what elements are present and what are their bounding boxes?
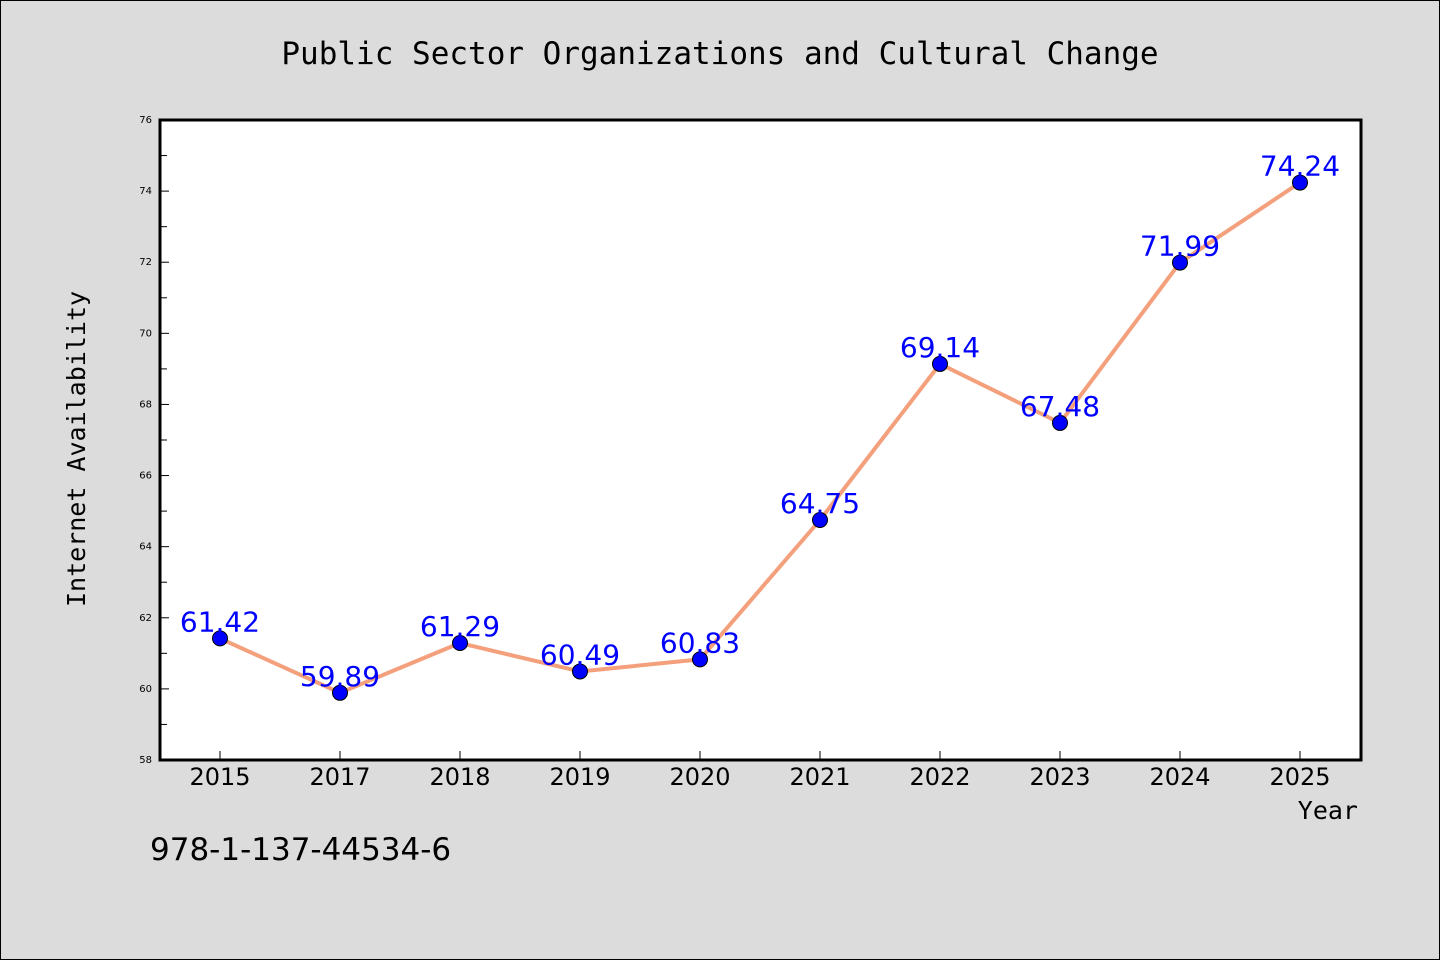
x-axis: 2015 2017 2018 2019 2020 2021 2022 2023 2024 2025 (189, 751, 1331, 791)
data-point (1172, 254, 1188, 271)
plot-area (158, 118, 1363, 762)
data-label: 64.75 (780, 487, 860, 520)
x-axis-label: Year (1298, 796, 1358, 825)
x-tick-label: 2017 (309, 763, 370, 791)
y-axis-label: Internet Availability (62, 291, 91, 607)
x-tick-label: 2022 (909, 763, 970, 791)
data-label: 74.24 (1260, 150, 1340, 183)
data-label: 60.83 (660, 626, 740, 659)
data-label: 60.49 (540, 638, 620, 671)
x-tick-label: 2015 (189, 763, 250, 791)
data-point (332, 684, 348, 701)
data-point (1052, 414, 1068, 431)
data-labels: 61.42 59.89 61.29 60.49 60.83 64.75 69.14 67.48… (180, 150, 1340, 693)
data-label: 67.48 (1020, 390, 1100, 423)
data-label: 61.29 (420, 610, 500, 643)
chart-title: Public Sector Organizations and Cultural… (281, 36, 1158, 72)
x-tick-label: 2019 (549, 763, 610, 791)
isbn-text: 978-1-137-44534-6 (150, 832, 452, 868)
data-label: 69.14 (900, 331, 980, 364)
y-axis: 58 60 62 64 66 68 70 72 74 76 (139, 115, 169, 766)
x-tick-label: 2023 (1029, 763, 1090, 791)
y-tick-label: 74 (139, 186, 152, 197)
data-point (812, 512, 828, 528)
y-tick-label: 58 (139, 755, 152, 766)
y-tick-label: 72 (139, 257, 152, 268)
data-label: 59.89 (300, 660, 380, 693)
data-label: 61.42 (180, 605, 260, 638)
y-tick-label: 68 (139, 399, 152, 410)
x-tick-label: 2018 (429, 763, 490, 791)
data-point (692, 651, 708, 668)
series (212, 174, 1308, 701)
y-tick-label: 62 (139, 613, 152, 624)
series-line (218, 180, 1302, 695)
data-point (1292, 174, 1308, 191)
x-tick-label: 2021 (789, 763, 850, 791)
y-tick-label: 66 (139, 471, 152, 482)
x-tick-label: 2025 (1269, 763, 1330, 791)
x-tick-label: 2024 (1149, 763, 1210, 791)
data-point (452, 635, 468, 652)
data-label: 71.99 (1140, 230, 1220, 263)
x-tick-label: 2020 (669, 763, 730, 791)
data-point (932, 355, 948, 372)
y-tick-label: 76 (139, 115, 152, 126)
y-tick-label: 70 (139, 328, 152, 339)
data-point (212, 630, 228, 647)
data-point (572, 663, 588, 680)
y-tick-label: 64 (139, 542, 152, 553)
y-tick-label: 60 (139, 684, 152, 695)
